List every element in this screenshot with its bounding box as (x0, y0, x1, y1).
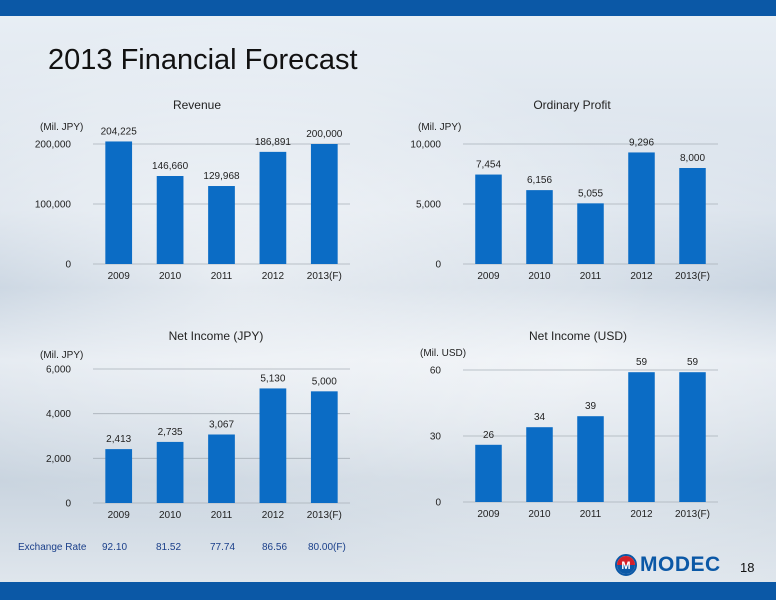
chart-unit-label: (Mil. JPY) (418, 122, 461, 133)
y-tick-label: 0 (435, 498, 441, 509)
data-label: 5,000 (312, 376, 337, 387)
x-tick-label: 2011 (211, 510, 233, 521)
x-tick-label: 2009 (477, 509, 500, 520)
y-tick-label: 0 (65, 260, 71, 271)
bar-2013(F) (679, 168, 706, 264)
x-tick-label: 2010 (528, 509, 551, 520)
y-tick-label: 10,000 (410, 140, 441, 151)
y-tick-label: 30 (430, 432, 442, 443)
bar-2010 (156, 176, 184, 264)
bar-2009 (105, 449, 133, 503)
data-label: 26 (483, 430, 495, 441)
bar-2009 (475, 174, 502, 264)
data-label: 146,660 (152, 161, 189, 172)
y-tick-label: 100,000 (35, 200, 72, 211)
data-label: 2,735 (158, 427, 183, 438)
chart-unit-label: (Mil. JPY) (40, 350, 83, 361)
data-label: 204,225 (101, 126, 138, 137)
y-tick-label: 0 (65, 499, 71, 510)
data-label: 59 (687, 357, 699, 368)
data-label: 3,067 (209, 420, 234, 431)
y-tick-label: 2,000 (46, 454, 71, 465)
bar-2010 (156, 441, 184, 503)
bar-2012 (259, 151, 287, 264)
x-tick-label: 2009 (108, 510, 131, 521)
exchange-rate-2011: 77.74 (210, 542, 236, 553)
x-tick-label: 2012 (262, 510, 285, 521)
bar-2011 (577, 416, 604, 502)
bar-2013(F) (679, 372, 706, 502)
y-tick-label: 60 (430, 366, 442, 377)
y-tick-label: 200,000 (35, 140, 72, 151)
x-tick-label: 2010 (528, 271, 551, 282)
data-label: 2,413 (106, 434, 131, 445)
x-tick-label: 2013(F) (307, 510, 342, 521)
chart-title: Net Income (USD) (529, 329, 627, 343)
x-tick-label: 2013(F) (675, 271, 710, 282)
data-label: 34 (534, 412, 546, 423)
bar-2010 (526, 190, 553, 264)
bottom-bar (0, 582, 776, 600)
y-tick-label: 0 (435, 260, 441, 271)
x-tick-label: 2011 (211, 271, 233, 282)
x-tick-label: 2012 (630, 271, 653, 282)
x-tick-label: 2013(F) (675, 509, 710, 520)
page-number: 18 (740, 560, 755, 575)
bar-2013(F) (310, 144, 338, 264)
data-label: 5,130 (260, 373, 285, 384)
exchange-rate-2009: 92.10 (102, 542, 128, 553)
x-tick-label: 2012 (630, 509, 653, 520)
data-label: 59 (636, 357, 648, 368)
bar-2009 (475, 444, 502, 502)
data-label: 39 (585, 401, 597, 412)
bar-2013(F) (310, 391, 338, 503)
chart-unit-label: (Mil. USD) (420, 348, 466, 359)
data-label: 7,454 (476, 160, 501, 171)
data-label: 129,968 (203, 171, 240, 182)
data-label: 9,296 (629, 137, 654, 148)
x-tick-label: 2011 (580, 271, 602, 282)
bar-2012 (628, 372, 655, 502)
bar-2011 (208, 434, 235, 503)
bar-2012 (259, 388, 287, 503)
exchange-rate-2013f: 80.00(F) (308, 542, 346, 553)
x-tick-label: 2011 (580, 509, 602, 520)
x-tick-label: 2010 (159, 271, 182, 282)
bar-2012 (628, 152, 655, 264)
bar-2011 (577, 203, 604, 264)
top-bar (0, 0, 776, 16)
y-tick-label: 5,000 (416, 200, 441, 211)
x-tick-label: 2012 (262, 271, 285, 282)
modec-logo-icon: M (615, 554, 637, 576)
x-tick-label: 2010 (159, 510, 182, 521)
chart-unit-label: (Mil. JPY) (40, 122, 83, 133)
chart-title: Net Income (JPY) (169, 329, 264, 343)
bar-2010 (526, 427, 553, 502)
logo-text: MODEC (640, 553, 721, 576)
data-label: 5,055 (578, 188, 603, 199)
data-label: 200,000 (306, 129, 343, 140)
x-tick-label: 2009 (477, 271, 500, 282)
page-title: 2013 Financial Forecast (48, 44, 358, 76)
chart-title: Ordinary Profit (533, 98, 611, 112)
data-label: 186,891 (255, 137, 292, 148)
bar-2011 (208, 186, 235, 264)
x-tick-label: 2013(F) (307, 271, 342, 282)
exchange-rate-2010: 81.52 (156, 542, 182, 553)
bar-2009 (105, 141, 133, 264)
chart-title: Revenue (173, 98, 221, 112)
exchange-rate-2012: 86.56 (262, 542, 288, 553)
data-label: 6,156 (527, 175, 552, 186)
x-tick-label: 2009 (108, 271, 131, 282)
exchange-rate-label: Exchange Rate (18, 542, 87, 553)
y-tick-label: 4,000 (46, 409, 71, 420)
y-tick-label: 6,000 (46, 365, 71, 376)
svg-text:M: M (621, 560, 630, 572)
data-label: 8,000 (680, 153, 705, 164)
